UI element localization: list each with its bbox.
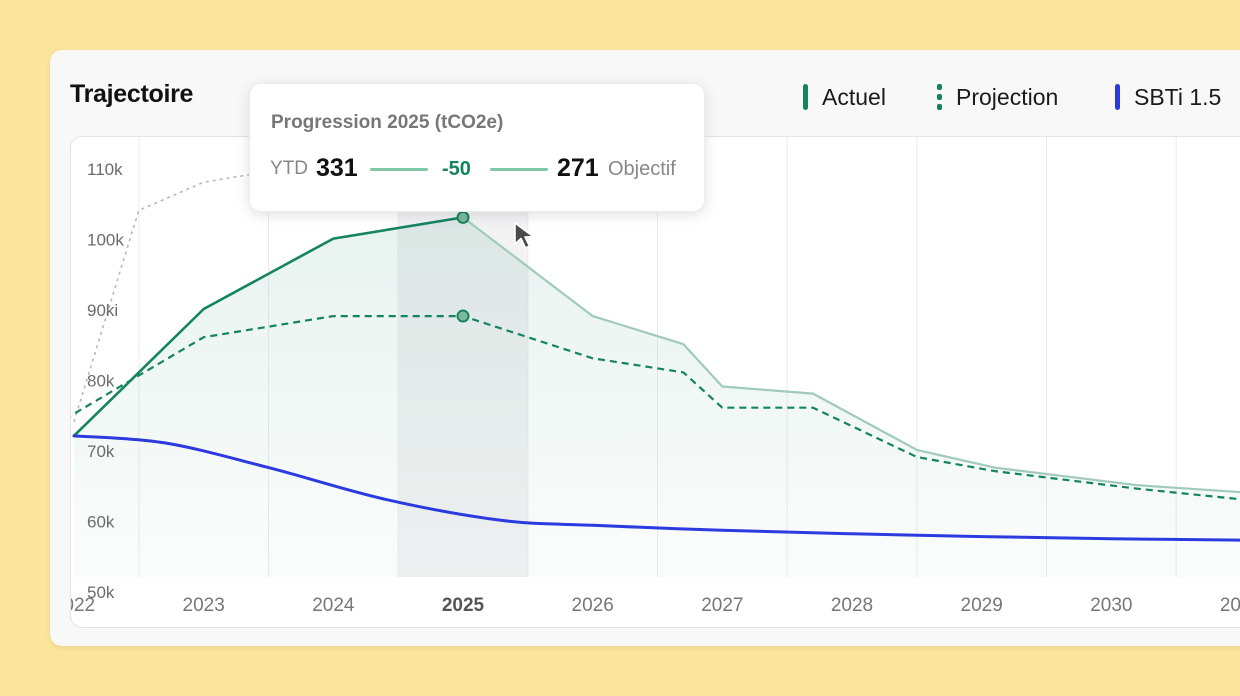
legend-label: SBTi 1.5	[1134, 83, 1222, 110]
tooltip-ytd-value: 331	[316, 154, 358, 182]
y-tick-label: 90ki	[87, 301, 118, 320]
series-line-actuel-continuation	[462, 216, 1240, 494]
x-tick-label: 2024	[312, 595, 355, 616]
tooltip-progress-row: YTD 331 -50 271 Objectif	[270, 154, 690, 184]
legend-swatch-dotted	[937, 84, 942, 110]
legend-item-projection[interactable]: Projection	[937, 82, 1058, 112]
tooltip-connector	[490, 168, 548, 171]
series-line-sbti	[72, 434, 1240, 542]
series-line-projection	[71, 315, 1240, 501]
x-tick-label: 2022	[71, 595, 95, 616]
legend-label: Actuel	[822, 83, 886, 110]
x-tick-label: 2028	[1220, 595, 1240, 616]
tooltip-ytd-label: YTD	[270, 158, 308, 179]
y-tick-label: 110k	[87, 160, 123, 179]
y-tick-label: 50k	[87, 583, 115, 602]
tooltip-target-value: 271	[557, 154, 599, 182]
y-tick-label: 60k	[87, 512, 115, 531]
x-tick-label: 2026	[572, 595, 614, 616]
area-fill	[74, 217, 1240, 577]
y-tick-label: 80k	[87, 371, 115, 390]
x-tick-label: 2025	[442, 595, 485, 616]
legend-label: Projection	[956, 83, 1059, 110]
legend-swatch-solid	[803, 84, 808, 110]
x-tick-label: 2023	[183, 595, 225, 616]
legend: Actuel Projection SBTi 1.5	[0, 82, 1240, 112]
x-tick-label: 2028	[831, 595, 873, 616]
x-tick-label: 2027	[701, 595, 743, 616]
cursor-icon	[514, 222, 534, 249]
x-tick-label: 2030	[1090, 595, 1132, 616]
tooltip-title: Progression 2025 (tCO2e)	[271, 112, 504, 133]
legend-swatch-solid	[1115, 84, 1120, 110]
data-point-marker	[456, 309, 470, 323]
series-line-actuel	[73, 216, 464, 437]
tooltip-target-label: Objectif	[608, 158, 676, 180]
chart-title: Trajectoire	[70, 80, 194, 108]
reference-dotted-line	[73, 146, 464, 423]
y-tick-label: 70k	[87, 442, 115, 461]
tooltip-delta: -50	[442, 158, 471, 180]
tooltip: Progression 2025 (tCO2e) YTD 331 -50 271…	[249, 83, 705, 212]
y-tick-label: 100k	[87, 231, 124, 250]
legend-item-sbti[interactable]: SBTi 1.5	[1115, 82, 1221, 112]
data-point-marker	[456, 210, 470, 224]
tooltip-connector	[370, 168, 428, 171]
legend-item-actuel[interactable]: Actuel	[803, 82, 886, 112]
x-tick-label: 2029	[961, 595, 1003, 616]
